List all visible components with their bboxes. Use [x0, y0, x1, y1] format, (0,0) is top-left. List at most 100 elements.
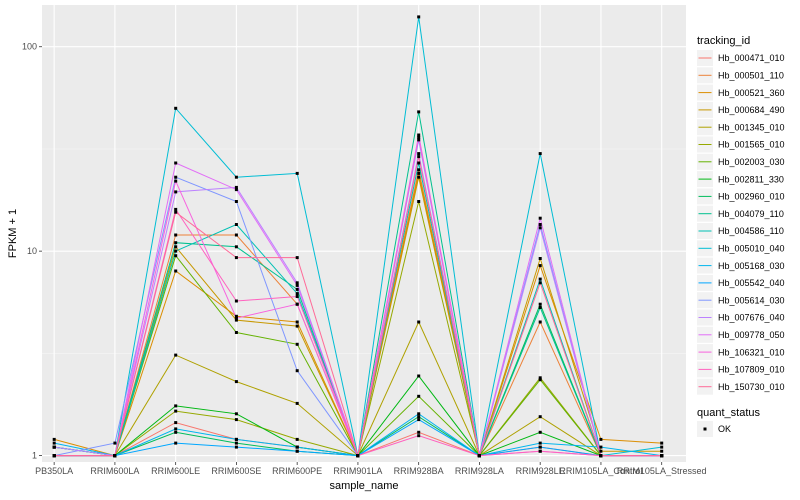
data-point — [174, 421, 178, 425]
legend-label: Hb_000684_490 — [718, 105, 785, 115]
data-point — [174, 233, 178, 237]
data-point — [174, 427, 178, 431]
data-point — [234, 412, 238, 416]
data-point — [599, 437, 603, 441]
data-point — [234, 185, 238, 189]
data-point — [234, 175, 238, 179]
legend-color-entries: Hb_000471_010 Hb_000501_110 Hb_000521_360 H… — [697, 50, 785, 395]
data-point — [660, 445, 664, 449]
data-point — [174, 441, 178, 445]
data-point — [295, 401, 299, 405]
data-point — [538, 441, 542, 445]
data-point — [417, 171, 421, 175]
y-tick-label: 10 — [27, 246, 37, 256]
x-axis-title: sample_name — [329, 480, 398, 492]
legend-color-title: tracking_id — [697, 35, 750, 47]
data-point — [417, 133, 421, 137]
minor-grid — [42, 148, 686, 354]
data-point — [356, 454, 360, 458]
data-point — [417, 152, 421, 156]
legend-label: Hb_004586_110 — [718, 226, 784, 236]
data-point — [295, 292, 299, 296]
legend-label: Hb_002003_030 — [718, 157, 785, 167]
data-point — [174, 404, 178, 408]
legend-label: Hb_107809_010 — [718, 365, 785, 375]
data-point — [538, 320, 542, 324]
data-point — [417, 418, 421, 422]
x-tick-label: RRIM600LE — [151, 466, 200, 476]
legend-label: Hb_150730_010 — [718, 382, 785, 392]
data-point — [295, 302, 299, 306]
data-point — [234, 380, 238, 384]
legend-shape-label: OK — [718, 424, 731, 434]
legend-label: Hb_005010_040 — [718, 244, 785, 254]
data-point — [52, 445, 56, 449]
data-point — [234, 188, 238, 192]
data-point — [417, 135, 421, 139]
data-point — [295, 324, 299, 328]
data-point — [538, 449, 542, 453]
legend-label: Hb_005542_040 — [718, 278, 785, 288]
legend-label: Hb_002960_010 — [718, 192, 785, 202]
x-tick-label: RRIM901LA — [333, 466, 382, 476]
legend-label: Hb_005614_030 — [718, 295, 785, 305]
data-point — [174, 241, 178, 245]
data-point — [417, 168, 421, 172]
data-point — [295, 256, 299, 260]
x-tick-label: RRIM600PE — [272, 466, 322, 476]
data-point — [417, 161, 421, 165]
data-point — [417, 200, 421, 203]
data-point — [538, 430, 542, 434]
data-point — [599, 445, 603, 449]
x-tick-label: RRIM928LA — [455, 466, 504, 476]
data-point — [417, 430, 421, 434]
legend-label: Hb_106321_010 — [718, 347, 785, 357]
data-point — [417, 374, 421, 378]
data-point — [295, 437, 299, 441]
data-point — [538, 378, 542, 382]
data-point — [417, 412, 421, 416]
legend-label: Hb_001345_010 — [718, 122, 785, 132]
y-axis-title: FPKM + 1 — [7, 209, 19, 258]
data-point — [174, 353, 178, 357]
data-point — [174, 161, 178, 165]
data-point — [234, 245, 238, 249]
data-point — [174, 254, 178, 258]
data-point — [234, 418, 238, 422]
legend-label: Hb_005168_030 — [718, 261, 785, 271]
legend-label: Hb_000471_010 — [718, 53, 785, 63]
data-point — [538, 302, 542, 306]
data-point — [234, 441, 238, 445]
data-point — [113, 441, 117, 445]
data-point — [52, 454, 56, 458]
data-point — [234, 256, 238, 260]
y-tick-label: 1 — [32, 451, 37, 461]
data-point — [113, 454, 117, 458]
data-point — [295, 445, 299, 449]
data-point — [477, 454, 481, 458]
data-point — [174, 207, 178, 211]
legend-label: Hb_001565_010 — [718, 140, 785, 150]
legend-label: Hb_004079_110 — [718, 209, 784, 219]
plot-panel — [42, 5, 686, 462]
data-point — [174, 106, 178, 110]
data-point — [234, 445, 238, 449]
data-point — [234, 437, 238, 441]
data-point — [660, 454, 664, 458]
data-point — [538, 152, 542, 156]
data-point — [538, 216, 542, 220]
x-tick-label: RRIM928LE — [516, 466, 565, 476]
data-point — [295, 281, 299, 285]
data-point — [295, 320, 299, 324]
x-tick-label: RRIM105LA_Control — [559, 466, 642, 476]
legend-label: Hb_000521_360 — [718, 88, 785, 98]
data-point — [234, 316, 238, 320]
data-point — [538, 445, 542, 449]
data-point — [295, 283, 299, 287]
data-point — [538, 415, 542, 419]
data-point — [295, 449, 299, 453]
major-grid — [42, 5, 686, 462]
data-point — [295, 369, 299, 373]
data-points — [52, 15, 664, 458]
